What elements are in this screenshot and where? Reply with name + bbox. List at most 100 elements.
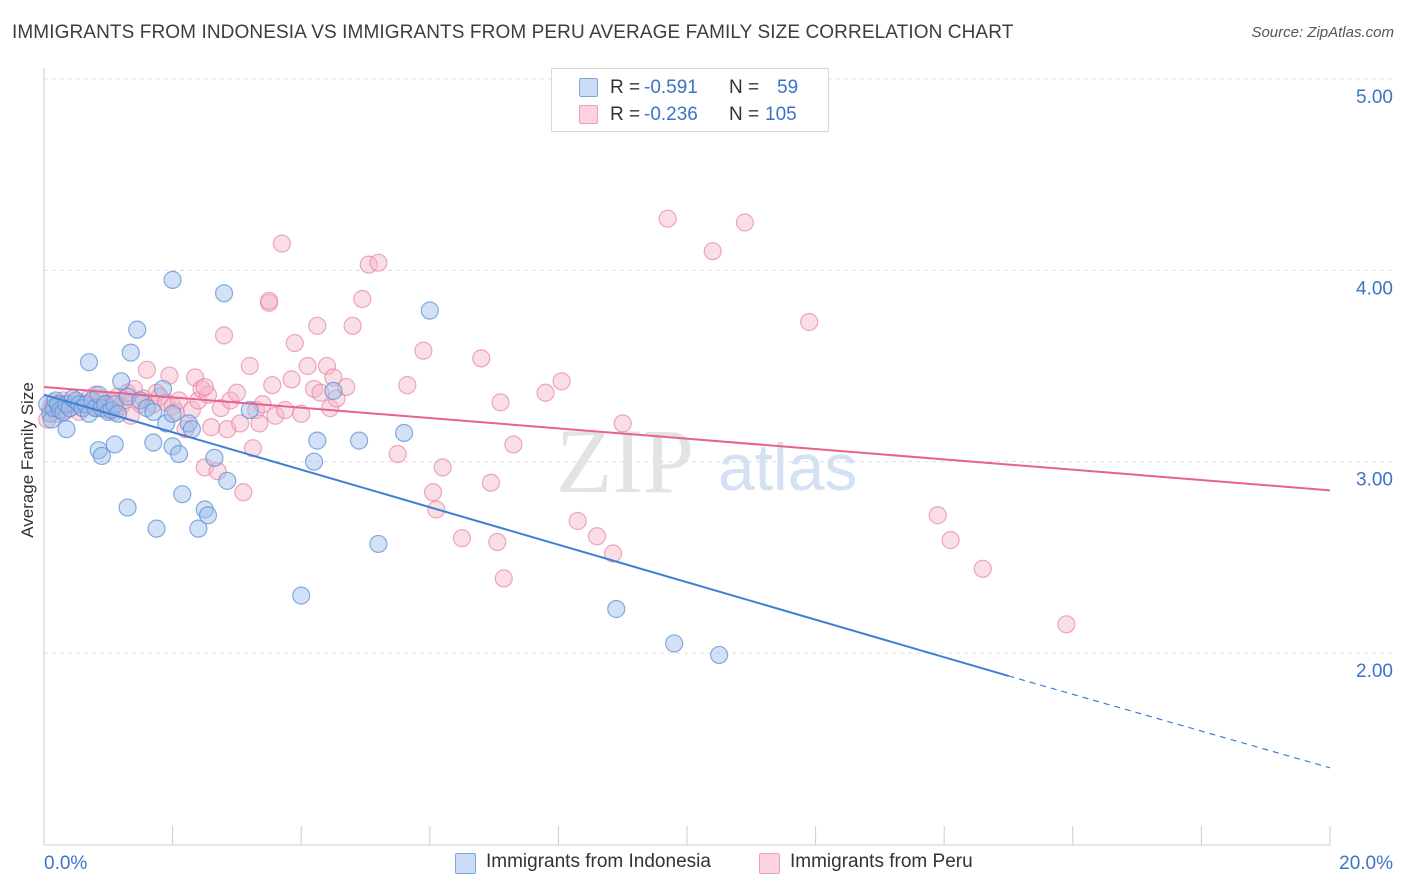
legend-r-label: R = bbox=[610, 77, 641, 98]
legend-swatch-peru bbox=[579, 105, 598, 124]
watermark: ZIP atlas bbox=[556, 410, 857, 512]
data-point-indonesia bbox=[607, 599, 626, 619]
trendline-indonesia bbox=[43, 393, 1009, 677]
data-point-indonesia bbox=[665, 634, 684, 653]
data-point-peru bbox=[568, 511, 587, 531]
data-point-peru bbox=[211, 398, 230, 418]
data-point-indonesia bbox=[218, 471, 237, 490]
watermark-zip: ZIP bbox=[556, 410, 694, 512]
data-point-peru bbox=[603, 544, 623, 563]
data-point-peru bbox=[186, 368, 205, 387]
data-point-peru bbox=[800, 312, 819, 332]
data-point-indonesia bbox=[118, 498, 137, 517]
data-point-peru bbox=[973, 559, 992, 578]
legend-n-label: N = bbox=[729, 77, 760, 98]
data-point-indonesia bbox=[179, 414, 198, 433]
data-point-peru bbox=[208, 462, 227, 481]
legend-n-label: N = bbox=[729, 104, 760, 125]
data-point-indonesia bbox=[147, 519, 166, 538]
data-point-peru bbox=[259, 291, 279, 311]
data-point-peru bbox=[369, 253, 388, 272]
data-point-peru bbox=[137, 360, 156, 379]
points-peru bbox=[38, 209, 1076, 634]
data-point-indonesia bbox=[112, 372, 131, 391]
data-point-peru bbox=[343, 316, 362, 335]
data-point-indonesia bbox=[214, 284, 234, 303]
data-point-indonesia bbox=[89, 441, 108, 460]
legend-swatch-peru bbox=[759, 853, 780, 874]
data-point-peru bbox=[285, 333, 304, 353]
data-point-peru bbox=[38, 410, 57, 429]
data-point-indonesia bbox=[173, 485, 192, 504]
data-point-indonesia bbox=[308, 431, 327, 450]
legend-n-value: 59 bbox=[777, 77, 799, 98]
data-point-peru bbox=[292, 404, 311, 423]
data-point-indonesia bbox=[163, 404, 182, 423]
data-point-peru bbox=[491, 393, 510, 412]
data-point-peru bbox=[272, 234, 292, 253]
data-point-indonesia bbox=[105, 435, 124, 454]
data-point-indonesia bbox=[394, 423, 414, 443]
data-point-peru bbox=[488, 532, 507, 552]
data-point-peru bbox=[398, 376, 417, 395]
trendlines bbox=[43, 386, 1331, 769]
data-point-peru bbox=[266, 406, 285, 425]
data-point-indonesia bbox=[153, 379, 173, 399]
data-point-peru bbox=[276, 400, 295, 420]
data-point-peru bbox=[703, 242, 722, 261]
data-point-indonesia bbox=[121, 343, 140, 362]
data-point-peru bbox=[414, 341, 433, 360]
data-point-indonesia bbox=[292, 586, 311, 605]
data-point-indonesia bbox=[157, 414, 176, 433]
data-point-peru bbox=[298, 356, 317, 376]
data-point-peru bbox=[231, 414, 250, 433]
data-point-indonesia bbox=[369, 534, 388, 554]
y-axis-label: Average Family Size bbox=[18, 382, 37, 538]
data-point-peru bbox=[536, 383, 555, 402]
data-point-indonesia bbox=[710, 645, 729, 665]
data-point-peru bbox=[321, 398, 340, 418]
data-point-peru bbox=[613, 414, 632, 433]
data-point-peru bbox=[735, 213, 754, 232]
data-point-peru bbox=[240, 356, 259, 376]
data-point-peru bbox=[1057, 615, 1076, 634]
data-point-indonesia bbox=[144, 402, 163, 422]
data-point-peru bbox=[552, 372, 571, 391]
trendline-indonesia-extension bbox=[1008, 675, 1331, 769]
data-point-indonesia bbox=[144, 433, 163, 452]
series-legend: Immigrants from Indonesia Immigrants fro… bbox=[0, 851, 1406, 877]
data-point-indonesia bbox=[420, 301, 439, 320]
data-point-peru bbox=[494, 569, 513, 588]
data-point-peru bbox=[182, 400, 201, 420]
data-point-peru bbox=[941, 531, 960, 550]
data-point-indonesia bbox=[92, 446, 111, 466]
tick-labels: 2.00 3.00 4.00 5.00 0.0% 20.0% bbox=[44, 87, 1393, 874]
data-point-indonesia bbox=[128, 320, 147, 339]
legend-r-value: -0.236 bbox=[644, 104, 698, 125]
data-point-peru bbox=[263, 376, 282, 395]
axes bbox=[43, 68, 1331, 846]
y-tick-label: 3.00 bbox=[1356, 470, 1393, 491]
data-point-peru bbox=[243, 439, 263, 458]
data-point-peru bbox=[234, 483, 253, 502]
data-point-peru bbox=[195, 377, 214, 397]
data-point-indonesia bbox=[57, 420, 76, 439]
x-tick-label-start: 0.0% bbox=[44, 853, 87, 874]
data-point-peru bbox=[214, 326, 234, 345]
data-point-peru bbox=[504, 435, 523, 454]
legend-r-label: R = bbox=[610, 104, 641, 125]
data-point-peru bbox=[658, 209, 677, 228]
data-point-peru bbox=[317, 356, 337, 376]
data-point-peru bbox=[388, 444, 407, 464]
y-tick-label: 5.00 bbox=[1356, 87, 1393, 108]
points-indonesia bbox=[38, 270, 729, 665]
data-point-peru bbox=[308, 316, 327, 335]
data-point-peru bbox=[250, 414, 269, 433]
x-tick-label-end: 20.0% bbox=[1339, 853, 1393, 874]
data-point-peru bbox=[227, 383, 246, 402]
data-point-peru bbox=[433, 458, 452, 477]
legend-r-value: -0.591 bbox=[644, 77, 698, 98]
data-point-indonesia bbox=[205, 448, 224, 467]
data-point-peru bbox=[324, 368, 343, 387]
